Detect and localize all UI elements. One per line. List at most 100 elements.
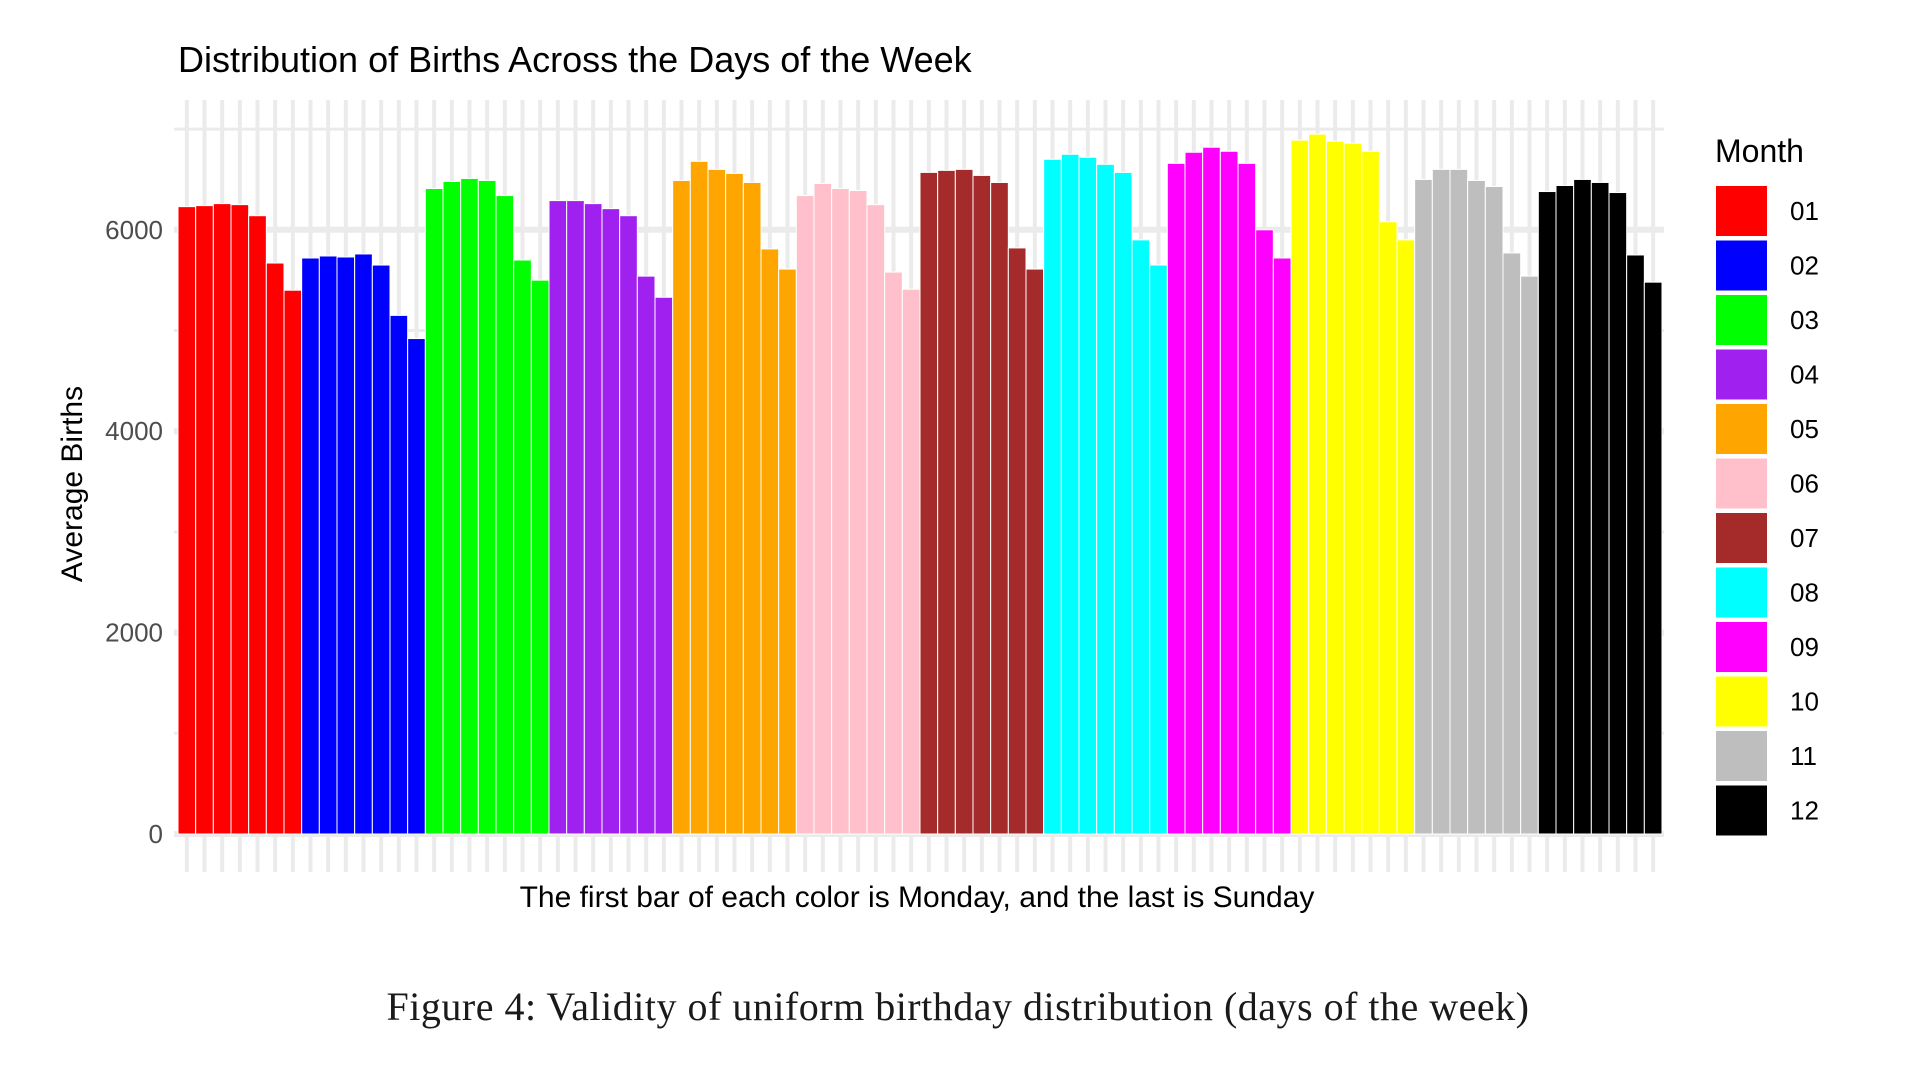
bar-month-09-day-2: [1184, 151, 1204, 835]
legend-swatch-06: [1716, 458, 1767, 509]
legend-title: Month: [1715, 133, 1804, 169]
y-tick-label: 2000: [105, 618, 163, 648]
bar-month-12-day-4: [1590, 181, 1610, 835]
bar-month-10-day-6: [1378, 221, 1398, 835]
legend-label-01: 01: [1790, 196, 1819, 226]
bar-month-04-day-1: [548, 200, 568, 835]
bar-month-12-day-6: [1626, 254, 1645, 835]
bar-month-06-day-1: [795, 195, 815, 835]
legend-label-05: 05: [1790, 414, 1819, 444]
bar-month-08-day-2: [1060, 153, 1080, 835]
bar-month-03-day-5: [495, 195, 515, 835]
figure-caption: Figure 4: Validity of uniform birthday d…: [386, 984, 1530, 1029]
bar-month-08-day-3: [1078, 156, 1098, 835]
legend-swatch-11: [1716, 731, 1767, 781]
bar-month-01-day-5: [248, 215, 267, 835]
bar-month-11-day-4: [1467, 179, 1486, 835]
legend-label-09: 09: [1790, 632, 1819, 662]
bars: [177, 133, 1663, 835]
bar-month-08-day-6: [1131, 239, 1151, 835]
legend-label-08: 08: [1790, 578, 1819, 608]
bar-month-07-day-1: [919, 171, 939, 835]
bar-month-10-day-5: [1361, 150, 1380, 835]
legend-swatch-12: [1716, 785, 1767, 836]
bar-month-02-day-2: [318, 255, 338, 835]
bar-month-03-day-4: [477, 179, 497, 835]
bar-month-03-day-6: [513, 259, 532, 835]
bar-month-11-day-1: [1414, 178, 1433, 835]
bar-month-12-day-5: [1608, 192, 1628, 835]
bar-month-07-day-7: [1025, 268, 1045, 835]
legend-label-02: 02: [1790, 251, 1819, 281]
bar-month-09-day-3: [1202, 146, 1221, 835]
bar-month-10-day-4: [1343, 142, 1363, 835]
bar-month-04-day-5: [619, 215, 638, 835]
bar-month-09-day-1: [1166, 162, 1186, 835]
bar-month-06-day-4: [848, 190, 868, 835]
bar-month-05-day-3: [707, 168, 727, 835]
bar-month-09-day-5: [1237, 162, 1257, 835]
y-tick-label: 0: [149, 819, 163, 849]
bar-month-07-day-4: [972, 174, 992, 835]
y-tick-label: 4000: [105, 416, 163, 446]
bar-month-06-day-7: [901, 288, 921, 835]
legend-swatch-03: [1716, 295, 1767, 345]
bar-month-07-day-6: [1007, 247, 1027, 835]
x-axis-label: The first bar of each color is Monday, a…: [520, 881, 1315, 914]
bar-month-02-day-5: [371, 264, 391, 835]
bar-month-12-day-3: [1573, 178, 1592, 835]
bar-month-08-day-4: [1096, 163, 1115, 835]
bar-month-06-day-2: [813, 182, 833, 835]
legend-label-03: 03: [1790, 305, 1819, 335]
y-axis-label: Average Births: [56, 386, 89, 582]
bar-month-11-day-5: [1484, 185, 1504, 835]
bar-month-08-day-1: [1043, 158, 1062, 835]
bar-month-03-day-2: [442, 180, 462, 835]
bar-month-04-day-6: [636, 275, 656, 835]
bar-month-06-day-6: [884, 271, 903, 835]
legend-label-04: 04: [1790, 360, 1819, 390]
bar-month-10-day-1: [1290, 139, 1310, 835]
bar-month-02-day-6: [389, 314, 409, 835]
bar-month-01-day-6: [265, 262, 285, 835]
bar-month-02-day-3: [336, 256, 356, 835]
bar-month-01-day-1: [177, 206, 197, 835]
legend-label-10: 10: [1790, 687, 1819, 717]
y-axis: 0 2000 4000 6000: [105, 215, 163, 849]
legend-swatch-07: [1716, 513, 1767, 563]
bar-month-10-day-7: [1396, 239, 1416, 835]
bar-month-08-day-5: [1113, 171, 1133, 835]
bar-month-07-day-2: [937, 169, 956, 835]
bar-month-01-day-4: [230, 204, 250, 835]
chart-title: Distribution of Births Across the Days o…: [178, 39, 973, 80]
bar-month-02-day-4: [354, 253, 373, 835]
legend-swatch-01: [1716, 186, 1767, 236]
bar-month-03-day-7: [530, 279, 550, 835]
bar-month-05-day-5: [742, 181, 762, 835]
legend-swatch-10: [1716, 676, 1767, 727]
bar-month-11-day-7: [1520, 275, 1539, 835]
bar-month-05-day-7: [778, 268, 797, 835]
legend-swatch-04: [1716, 349, 1767, 400]
bar-month-04-day-2: [566, 200, 585, 835]
bar-month-03-day-1: [424, 188, 444, 835]
bar-month-05-day-2: [689, 160, 709, 835]
legend-swatch-09: [1716, 622, 1767, 672]
bar-month-10-day-3: [1325, 140, 1345, 835]
bar-month-04-day-7: [654, 296, 674, 835]
legend-label-11: 11: [1790, 741, 1817, 771]
bar-month-04-day-4: [601, 208, 621, 835]
legend: Month 01 02 03 04 05 06 07 08 09 10 11 12: [1715, 133, 1819, 836]
bar-month-11-day-3: [1449, 168, 1469, 835]
bar-month-06-day-3: [831, 188, 850, 835]
bar-month-08-day-7: [1149, 264, 1168, 835]
bar-month-12-day-1: [1537, 191, 1557, 835]
legend-swatch-05: [1716, 404, 1767, 454]
bar-month-07-day-3: [954, 168, 974, 835]
bar-month-03-day-3: [460, 177, 479, 835]
legend-label-12: 12: [1790, 796, 1819, 826]
bar-month-05-day-6: [760, 248, 780, 835]
y-tick-label: 6000: [105, 215, 163, 245]
